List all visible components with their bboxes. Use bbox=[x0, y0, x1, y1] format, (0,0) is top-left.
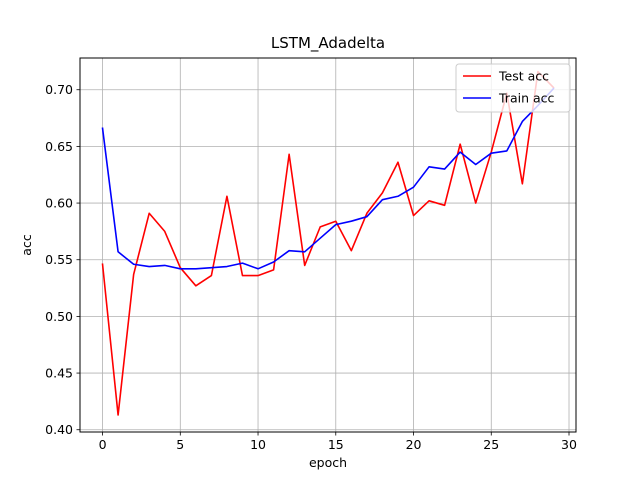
x-tick-label: 25 bbox=[483, 437, 499, 452]
y-tick-label: 0.55 bbox=[45, 252, 73, 267]
x-tick-label: 10 bbox=[250, 437, 266, 452]
x-tick-label: 15 bbox=[328, 437, 344, 452]
series-layer bbox=[101, 70, 555, 416]
y-axis-label: acc bbox=[19, 234, 34, 256]
plot-area bbox=[80, 58, 576, 432]
y-tick-label: 0.65 bbox=[45, 139, 73, 154]
x-tick-label: 0 bbox=[99, 437, 107, 452]
y-tick-label: 0.60 bbox=[45, 196, 73, 211]
x-tick-label: 20 bbox=[406, 437, 422, 452]
x-axis-label: epoch bbox=[309, 455, 347, 470]
plot-frame bbox=[79, 57, 577, 433]
series-line-test-acc bbox=[101, 70, 555, 416]
ticks: 0 5 10 15 20 25 30 0.40 0.45 0.50 0.55 0.60 0.65 0.70 bbox=[45, 82, 577, 452]
x-tick-label: 30 bbox=[561, 437, 577, 452]
chart-title: LSTM_Adadelta bbox=[271, 34, 385, 53]
y-tick-label: 0.45 bbox=[45, 366, 73, 381]
legend-label: Train acc bbox=[498, 91, 554, 106]
legend-label: Test acc bbox=[498, 69, 549, 84]
y-tick-label: 0.50 bbox=[45, 309, 73, 324]
grid bbox=[80, 58, 576, 432]
y-tick-label: 0.70 bbox=[45, 82, 73, 97]
series-line-train-acc bbox=[101, 87, 555, 270]
y-tick-label: 0.40 bbox=[45, 422, 73, 437]
x-tick-label: 5 bbox=[176, 437, 184, 452]
legend: Test acc Train acc bbox=[455, 63, 571, 113]
